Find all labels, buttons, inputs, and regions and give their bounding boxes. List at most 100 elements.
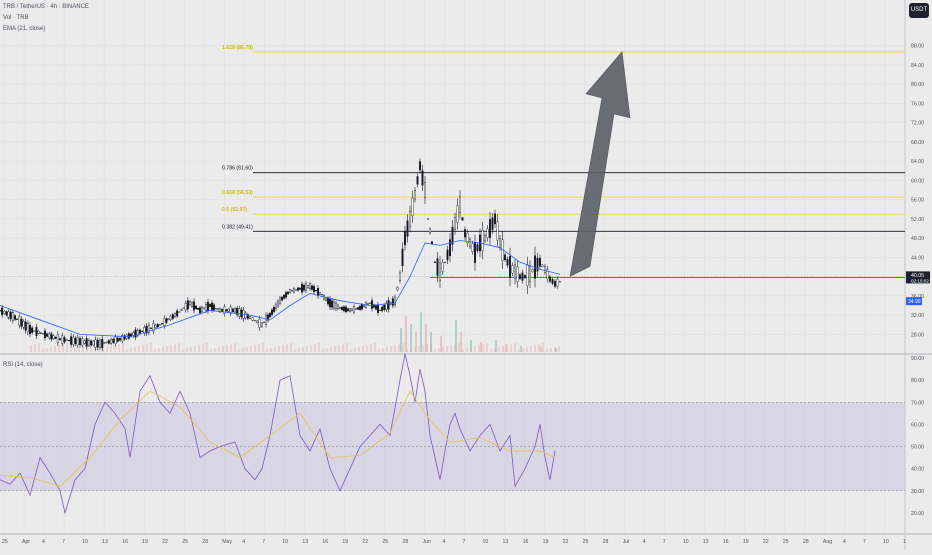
candle-body [208, 304, 211, 307]
candle-body [454, 217, 457, 230]
volume-bar [178, 343, 180, 352]
candle-body [275, 303, 278, 310]
candle-body [459, 196, 462, 213]
volume-bar [405, 316, 407, 352]
candle-body [371, 300, 374, 309]
candle-body [551, 279, 554, 284]
price-axis-tick: 28.00 [911, 332, 924, 338]
candle-body [491, 217, 494, 230]
volume-bar [494, 348, 496, 352]
candle-body [303, 285, 306, 291]
rsi-legend[interactable]: RSI (14, close) [3, 362, 43, 368]
date-axis-tick: Jun [422, 539, 430, 545]
candle-body [345, 306, 348, 312]
candle-body [163, 318, 166, 326]
candle-body [451, 226, 454, 245]
symbol-title[interactable]: TRB / TetherUS · 4h · BINANCE [3, 4, 89, 10]
candle-body [214, 308, 217, 310]
candle-body [182, 307, 185, 309]
volume-bar [406, 349, 408, 352]
candle-body [154, 324, 157, 328]
volume-bar [90, 344, 92, 352]
candle-body [494, 213, 497, 225]
candle-body [83, 340, 86, 344]
upward-target-arrow [569, 51, 631, 277]
candle-body [136, 330, 139, 336]
candle-body [277, 300, 280, 307]
volume-bar [302, 347, 304, 352]
candle-body [441, 262, 444, 272]
date-axis-tick: 13 [302, 539, 308, 545]
fib-level-label: 1.618 (86.70) [222, 45, 253, 51]
date-axis-tick: 4 [242, 539, 245, 545]
volume-bar [218, 347, 220, 352]
candle-body [331, 300, 334, 308]
candle-body [65, 339, 68, 341]
currency-badge[interactable]: USDT [909, 3, 929, 18]
candle-body [387, 300, 390, 310]
candle-body [313, 286, 316, 293]
candle-body [429, 228, 432, 234]
date-axis-tick: 10 [683, 539, 689, 545]
volume-bar [242, 348, 244, 352]
candle-body [227, 308, 230, 312]
volume-bar [166, 346, 168, 352]
volume-bar [466, 348, 468, 352]
ema-legend[interactable]: EMA (21, close) [3, 26, 46, 32]
price-axis-tick: 48.00 [911, 236, 924, 242]
candle-body [514, 264, 517, 279]
volume-bar [30, 345, 32, 352]
volume-legend[interactable]: Vol · TRB [3, 15, 29, 21]
volume-bar [170, 345, 172, 352]
candle-body [484, 235, 487, 242]
candle-body [3, 310, 6, 314]
date-axis-tick: 10 [282, 539, 288, 545]
volume-bar [234, 343, 236, 352]
candle-body [240, 309, 243, 318]
volume-bar [42, 349, 44, 352]
candle-body [373, 304, 376, 308]
current-price-label: 40.05 [911, 273, 924, 279]
volume-bar [310, 345, 312, 352]
volume-bar [154, 349, 156, 352]
candle-body [283, 295, 286, 299]
volume-bar [538, 344, 540, 352]
candle-body [123, 335, 126, 340]
candle-body [229, 306, 232, 314]
volume-bar [502, 346, 504, 352]
volume-bar [66, 343, 68, 352]
price-axis-tick: 36.00 [911, 294, 924, 300]
candle-body [59, 338, 62, 341]
candle-body [289, 289, 292, 293]
candle-body [26, 323, 29, 333]
candle-body [391, 298, 394, 306]
volume-bar [495, 340, 497, 352]
candle-body [341, 306, 344, 310]
candle-body [546, 269, 549, 280]
volume-bar [530, 346, 532, 352]
volume-bar [122, 343, 124, 352]
volume-bar [150, 343, 152, 352]
date-axis-tick: 22 [763, 539, 769, 545]
candle-body [466, 233, 469, 244]
candle-body [335, 302, 338, 310]
volume-bar [186, 348, 188, 352]
rsi-line [0, 353, 556, 515]
candle-body [406, 220, 409, 237]
price-axis-tick: 84.00 [911, 63, 924, 69]
volume-bar [210, 349, 212, 352]
candle-body [325, 297, 328, 301]
date-axis-tick: 22 [563, 539, 569, 545]
candle-body [265, 315, 268, 325]
candle-body [44, 330, 47, 339]
candle-body [333, 301, 336, 309]
candle-body [107, 340, 110, 344]
candle-body [167, 318, 170, 321]
ema-price-label: 34.90 [908, 299, 921, 305]
candle-body [161, 323, 164, 325]
volume-bar [70, 349, 72, 352]
date-axis-tick: 19 [142, 539, 148, 545]
candle-body [87, 340, 90, 346]
